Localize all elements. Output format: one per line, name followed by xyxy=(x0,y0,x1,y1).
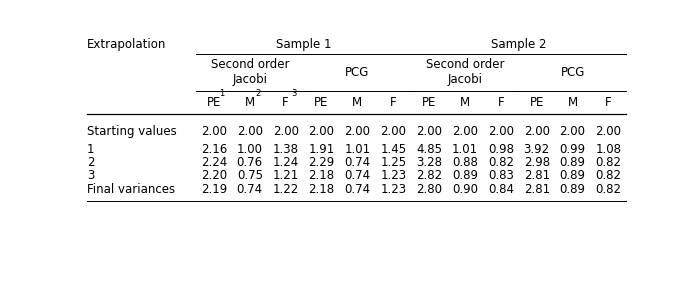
Text: 1.45: 1.45 xyxy=(380,143,406,156)
Text: F: F xyxy=(283,96,289,109)
Text: Starting values: Starting values xyxy=(87,125,177,138)
Text: 2.00: 2.00 xyxy=(596,125,622,138)
Text: 2.18: 2.18 xyxy=(308,169,335,182)
Text: 2: 2 xyxy=(255,89,260,98)
Text: 0.75: 0.75 xyxy=(237,169,263,182)
Text: 2.81: 2.81 xyxy=(523,183,550,196)
Text: 1.24: 1.24 xyxy=(273,156,299,169)
Text: PE: PE xyxy=(315,96,329,109)
Text: M: M xyxy=(245,96,255,109)
Text: 2.82: 2.82 xyxy=(416,169,442,182)
Text: F: F xyxy=(390,96,397,109)
Text: 1.25: 1.25 xyxy=(380,156,406,169)
Text: Jacobi: Jacobi xyxy=(232,73,267,86)
Text: 2.29: 2.29 xyxy=(308,156,335,169)
Text: 0.74: 0.74 xyxy=(237,183,263,196)
Text: 0.82: 0.82 xyxy=(596,183,622,196)
Text: 2.00: 2.00 xyxy=(380,125,406,138)
Text: 1.00: 1.00 xyxy=(237,143,263,156)
Text: 0.89: 0.89 xyxy=(452,169,478,182)
Text: 0.83: 0.83 xyxy=(488,169,514,182)
Text: 2.00: 2.00 xyxy=(560,125,585,138)
Text: 2.00: 2.00 xyxy=(416,125,442,138)
Text: PE: PE xyxy=(530,96,544,109)
Text: 2.16: 2.16 xyxy=(200,143,227,156)
Text: 0.82: 0.82 xyxy=(488,156,514,169)
Text: 3.28: 3.28 xyxy=(416,156,442,169)
Text: Extrapolation: Extrapolation xyxy=(87,38,166,51)
Text: 2.00: 2.00 xyxy=(237,125,263,138)
Text: 1.91: 1.91 xyxy=(308,143,335,156)
Text: 2: 2 xyxy=(87,156,95,169)
Text: 2.20: 2.20 xyxy=(201,169,227,182)
Text: PE: PE xyxy=(422,96,436,109)
Text: 2.00: 2.00 xyxy=(201,125,227,138)
Text: Sample 2: Sample 2 xyxy=(491,38,546,51)
Text: F: F xyxy=(605,96,612,109)
Text: 3: 3 xyxy=(291,89,296,98)
Text: Second order: Second order xyxy=(210,58,289,71)
Text: 1.21: 1.21 xyxy=(273,169,299,182)
Text: M: M xyxy=(352,96,363,109)
Text: 1.01: 1.01 xyxy=(345,143,370,156)
Text: 0.82: 0.82 xyxy=(596,169,622,182)
Text: 0.90: 0.90 xyxy=(452,183,478,196)
Text: Jacobi: Jacobi xyxy=(448,73,482,86)
Text: PE: PE xyxy=(207,96,221,109)
Text: Sample 1: Sample 1 xyxy=(276,38,331,51)
Text: 2.19: 2.19 xyxy=(200,183,227,196)
Text: 1.23: 1.23 xyxy=(380,169,406,182)
Text: 4.85: 4.85 xyxy=(416,143,442,156)
Text: 1.38: 1.38 xyxy=(273,143,299,156)
Text: 0.89: 0.89 xyxy=(560,183,585,196)
Text: 0.74: 0.74 xyxy=(345,156,370,169)
Text: 3: 3 xyxy=(87,169,95,182)
Text: 0.82: 0.82 xyxy=(596,156,622,169)
Text: PCG: PCG xyxy=(560,66,585,79)
Text: 2.24: 2.24 xyxy=(200,156,227,169)
Text: 0.89: 0.89 xyxy=(560,169,585,182)
Text: 1: 1 xyxy=(219,89,225,98)
Text: 2.00: 2.00 xyxy=(308,125,335,138)
Text: 0.74: 0.74 xyxy=(345,169,370,182)
Text: 0.88: 0.88 xyxy=(452,156,478,169)
Text: 0.99: 0.99 xyxy=(560,143,585,156)
Text: 1.23: 1.23 xyxy=(380,183,406,196)
Text: 2.00: 2.00 xyxy=(523,125,550,138)
Text: Second order: Second order xyxy=(426,58,504,71)
Text: F: F xyxy=(498,96,504,109)
Text: 2.00: 2.00 xyxy=(452,125,478,138)
Text: 1.01: 1.01 xyxy=(452,143,478,156)
Text: 2.00: 2.00 xyxy=(345,125,370,138)
Text: 2.00: 2.00 xyxy=(488,125,514,138)
Text: 2.98: 2.98 xyxy=(523,156,550,169)
Text: 2.81: 2.81 xyxy=(523,169,550,182)
Text: Final variances: Final variances xyxy=(87,183,175,196)
Text: 2.00: 2.00 xyxy=(273,125,299,138)
Text: 1.08: 1.08 xyxy=(596,143,622,156)
Text: PCG: PCG xyxy=(345,66,370,79)
Text: 1.22: 1.22 xyxy=(273,183,299,196)
Text: 2.18: 2.18 xyxy=(308,183,335,196)
Text: 0.74: 0.74 xyxy=(345,183,370,196)
Text: 0.84: 0.84 xyxy=(488,183,514,196)
Text: 0.76: 0.76 xyxy=(237,156,263,169)
Text: M: M xyxy=(567,96,578,109)
Text: 0.89: 0.89 xyxy=(560,156,585,169)
Text: 2.80: 2.80 xyxy=(416,183,442,196)
Text: 3.92: 3.92 xyxy=(523,143,550,156)
Text: 1: 1 xyxy=(87,143,95,156)
Text: 0.98: 0.98 xyxy=(488,143,514,156)
Text: M: M xyxy=(460,96,470,109)
